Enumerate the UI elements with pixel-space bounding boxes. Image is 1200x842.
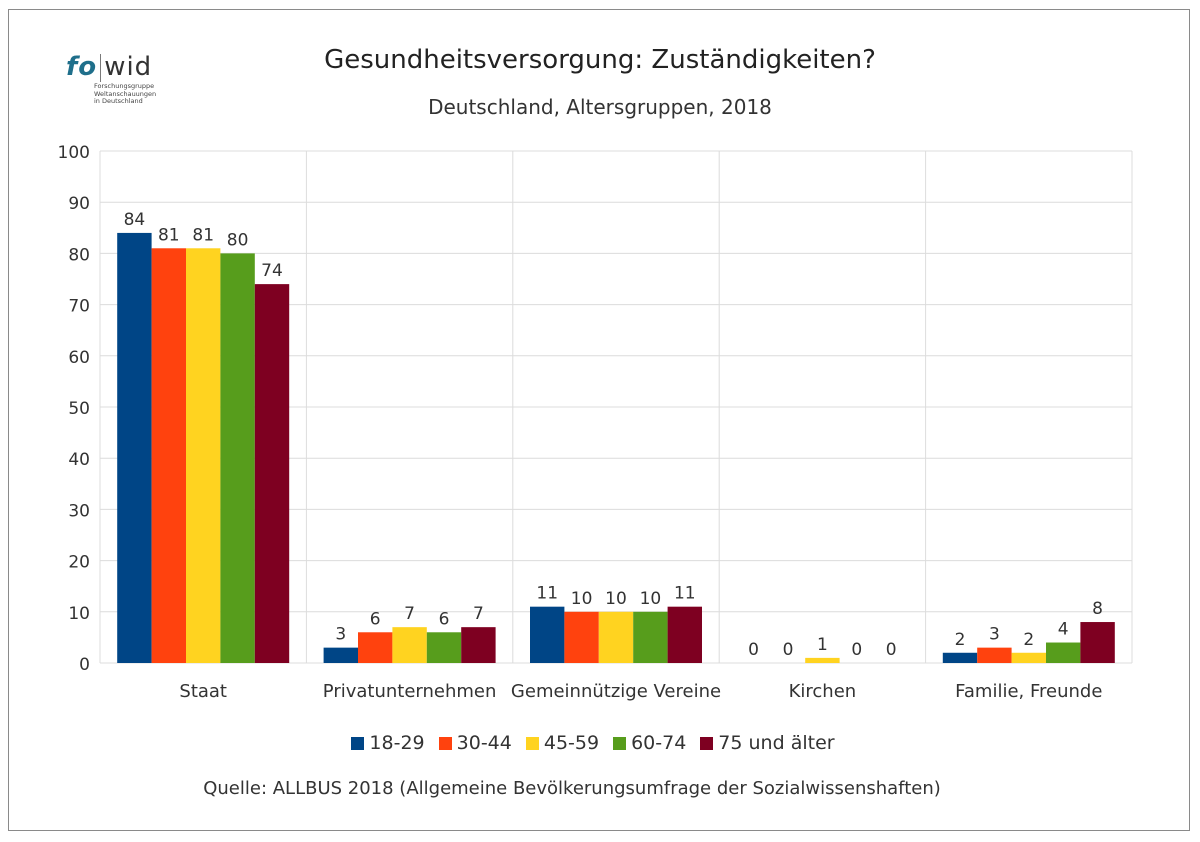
data-label: 10 [571,589,593,609]
chart-subtitle: Deutschland, Altersgruppen, 2018 [428,95,772,119]
bar [564,611,599,663]
data-label: 3 [989,625,1000,645]
data-label: 0 [886,640,897,660]
legend-label: 18-29 [369,732,425,754]
logo-tagline: Forschungsgruppe Weltanschauungen in Deu… [94,82,157,105]
x-tick-label: Staat [179,681,227,702]
legend-item: 18-29 [351,732,425,754]
chart-legend: 18-29 30-44 45-59 60-74 75 und älter [0,732,1200,754]
chart-frame [8,9,1190,831]
data-label: 11 [674,584,696,604]
bar [633,611,668,663]
bar [461,627,496,663]
y-tick-label: 70 [68,297,90,317]
bar [151,248,186,663]
data-label: 2 [1023,630,1034,650]
bar [358,632,393,663]
y-tick-label: 80 [68,245,90,265]
chart-title: Gesundheitsversorgung: Zuständigkeiten? [324,45,876,75]
data-label: 7 [473,604,484,624]
data-label: 81 [158,225,180,245]
bar [186,248,221,663]
y-tick-label: 50 [68,399,90,419]
y-tick-label: 90 [68,194,90,214]
bar [977,647,1012,663]
data-label: 0 [851,640,862,660]
y-tick-label: 60 [68,348,90,368]
data-label: 81 [192,225,214,245]
legend-label: 30-44 [456,732,512,754]
data-label: 6 [439,609,450,629]
source-note: Quelle: ALLBUS 2018 (Allgemeine Bevölker… [203,778,941,799]
legend-swatch [700,736,714,750]
data-label: 0 [783,640,794,660]
bar [667,606,702,663]
x-tick-label: Privatunternehmen [323,681,497,702]
legend-swatch [351,736,365,750]
y-tick-label: 30 [68,501,90,521]
bar [254,284,290,663]
y-tick-label: 40 [68,450,90,470]
data-label: 0 [748,640,759,660]
legend-label: 60-74 [631,732,687,754]
logo-separator [100,53,102,82]
legend-item: 60-74 [613,732,686,754]
bar [426,632,462,663]
bar [1080,622,1115,663]
bar [392,627,427,663]
data-label: 10 [640,589,662,609]
bar [530,606,565,663]
bar [1011,652,1046,663]
legend-item: 45-59 [525,732,600,754]
data-label: 3 [335,625,346,645]
fowid-logo: fo wid Forschungsgruppe Weltanschauungen … [66,52,176,114]
data-label: 6 [370,609,381,629]
data-label: 8 [1092,599,1103,619]
legend-swatch [613,736,627,750]
y-tick-label: 0 [79,655,90,675]
bar [598,611,634,663]
data-label: 11 [536,584,558,604]
y-tick-label: 20 [68,553,90,573]
bar [220,253,255,663]
x-tick-label: Gemeinnützige Vereine [511,681,721,702]
data-label: 4 [1058,620,1069,640]
legend-item: 30-44 [438,732,512,754]
data-label: 2 [955,630,966,650]
data-label: 7 [404,604,415,624]
y-tick-label: 100 [58,143,90,163]
legend-swatch [438,736,452,750]
data-label: 1 [817,635,828,655]
data-label: 74 [261,261,283,281]
data-label: 80 [227,230,249,250]
legend-item: 75 und älter [700,732,835,754]
logo-wordmark: fo wid [66,52,152,82]
bar [117,232,152,664]
data-label: 84 [124,210,146,230]
x-tick-label: Familie, Freunde [955,681,1102,702]
data-label: 10 [605,589,627,609]
x-tick-label: Kirchen [789,681,857,702]
bar [942,652,978,663]
logo-fo: fo [66,52,98,82]
legend-swatch [525,736,539,750]
legend-label: 45-59 [543,732,600,754]
logo-wid: wid [104,52,153,82]
bar [323,647,358,663]
y-tick-label: 10 [68,604,90,624]
bar [1046,642,1081,663]
legend-label: 75 und älter [718,732,835,754]
bar [805,657,840,663]
